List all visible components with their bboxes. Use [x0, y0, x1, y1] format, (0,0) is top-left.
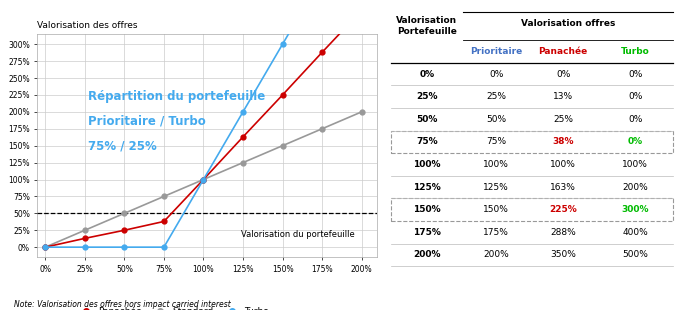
Text: 500%: 500%	[622, 250, 648, 259]
Text: Note: Valorisation des offres hors impact carried interest: Note: Valorisation des offres hors impac…	[14, 300, 231, 309]
Text: 38%: 38%	[552, 137, 574, 146]
Text: Répartition du portefeuille: Répartition du portefeuille	[88, 90, 266, 103]
Text: 300%: 300%	[622, 205, 649, 214]
Text: 175%: 175%	[413, 228, 441, 237]
Text: 225%: 225%	[549, 205, 577, 214]
Text: 100%: 100%	[483, 160, 509, 169]
Text: 75% / 25%: 75% / 25%	[88, 139, 157, 152]
Text: 400%: 400%	[622, 228, 648, 237]
Text: 150%: 150%	[413, 205, 441, 214]
Text: 200%: 200%	[622, 183, 648, 192]
Text: 125%: 125%	[483, 183, 509, 192]
Text: 175%: 175%	[483, 228, 509, 237]
Text: Panachée: Panachée	[539, 47, 588, 56]
Text: Valorisation du portefeuille: Valorisation du portefeuille	[241, 230, 355, 240]
Text: 0%: 0%	[628, 115, 643, 124]
Text: 200%: 200%	[413, 250, 441, 259]
Text: 100%: 100%	[622, 160, 648, 169]
Text: 100%: 100%	[413, 160, 441, 169]
Text: Valorisation
Portefeuille: Valorisation Portefeuille	[396, 16, 458, 36]
Text: 25%: 25%	[416, 92, 438, 101]
Text: Valorisation des offres: Valorisation des offres	[37, 21, 138, 30]
Text: 75%: 75%	[416, 137, 438, 146]
Text: 25%: 25%	[486, 92, 506, 101]
Text: 100%: 100%	[550, 160, 576, 169]
Text: 50%: 50%	[416, 115, 438, 124]
Text: 50%: 50%	[486, 115, 506, 124]
Text: 0%: 0%	[628, 92, 643, 101]
Text: Prioritaire: Prioritaire	[470, 47, 522, 56]
Text: Valorisation offres: Valorisation offres	[521, 19, 615, 28]
Text: 150%: 150%	[483, 205, 509, 214]
Text: 0%: 0%	[628, 137, 643, 146]
Text: Prioritaire / Turbo: Prioritaire / Turbo	[88, 115, 206, 128]
Text: 0%: 0%	[489, 69, 503, 78]
Text: 0%: 0%	[556, 69, 571, 78]
Text: 350%: 350%	[550, 250, 576, 259]
Legend: Panachée, Standard, Turbo: Panachée, Standard, Turbo	[74, 303, 273, 310]
Text: 288%: 288%	[550, 228, 576, 237]
Text: 163%: 163%	[550, 183, 576, 192]
Text: 13%: 13%	[553, 92, 573, 101]
Text: 125%: 125%	[413, 183, 441, 192]
Text: 0%: 0%	[420, 69, 435, 78]
Text: Turbo: Turbo	[621, 47, 649, 56]
Text: 75%: 75%	[486, 137, 506, 146]
Text: 25%: 25%	[553, 115, 573, 124]
Text: 0%: 0%	[628, 69, 643, 78]
Text: 200%: 200%	[483, 250, 509, 259]
